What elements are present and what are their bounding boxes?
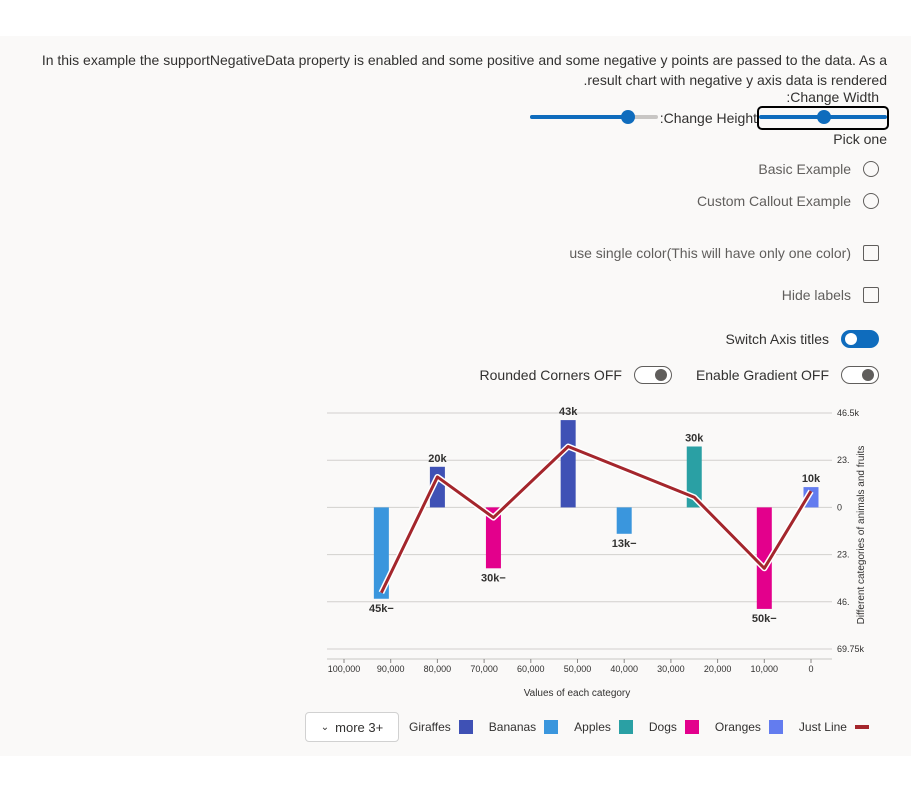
- legend-label: Bananas: [488, 720, 537, 734]
- legend-swatch: [684, 720, 699, 734]
- slider-fill: [529, 115, 628, 119]
- legend-swatch: [768, 720, 783, 734]
- legend-more-label: more 3+: [335, 719, 384, 735]
- legend-swatch: [458, 720, 473, 734]
- legend-label: Dogs: [648, 720, 677, 734]
- legend-item-apples[interactable]: Apples: [574, 720, 633, 734]
- legend-label: Oranges: [714, 720, 761, 734]
- legend: ⌄ more 3+ Giraffes Bananas Apples Dogs O…: [305, 712, 869, 742]
- radio-basic-button[interactable]: [863, 161, 879, 177]
- change-height-label: :Change Height: [659, 110, 757, 126]
- description-line-2: .result chart with negative y axis data …: [583, 72, 888, 88]
- rounded-gradient-row: Rounded Corners OFF Enable Gradient OFF: [480, 366, 879, 384]
- description: In this example the supportNegativeData …: [27, 50, 887, 90]
- legend-swatch: [618, 720, 633, 734]
- legend-more-button[interactable]: ⌄ more 3+: [305, 712, 399, 742]
- single-color-label[interactable]: use single color(This will have only one…: [569, 245, 851, 261]
- legend-item-bananas[interactable]: Bananas: [488, 720, 559, 734]
- legend-swatch: [544, 720, 559, 734]
- description-line-1: In this example the supportNegativeData …: [41, 52, 887, 68]
- radio-basic-label[interactable]: Basic Example: [758, 161, 851, 177]
- change-height-slider[interactable]: [529, 108, 658, 128]
- switch-axis-label[interactable]: Switch Axis titles: [725, 331, 829, 347]
- change-width-slider[interactable]: [757, 106, 889, 130]
- rounded-corners-toggle[interactable]: [633, 366, 672, 384]
- enable-gradient-toggle[interactable]: [841, 366, 879, 384]
- switch-axis-toggle[interactable]: [841, 330, 879, 348]
- radio-custom-label[interactable]: Custom Callout Example: [696, 193, 851, 209]
- toggle-knob: [862, 369, 874, 381]
- change-width-label: :Change Width: [786, 89, 879, 105]
- pick-one-label: Pick one: [833, 131, 887, 147]
- radio-custom-button[interactable]: [863, 193, 879, 209]
- enable-gradient-label[interactable]: Enable Gradient OFF: [695, 367, 829, 383]
- radio-custom-row[interactable]: Custom Callout Example: [697, 193, 879, 209]
- sliders-row: :Change Height: [529, 106, 889, 130]
- single-color-checkbox[interactable]: [863, 245, 879, 261]
- chevron-down-icon: ⌄: [320, 721, 330, 733]
- legend-item-just-line[interactable]: Just Line: [799, 720, 869, 734]
- legend-item-giraffes[interactable]: Giraffes: [409, 720, 473, 734]
- legend-label: Apples: [574, 720, 611, 734]
- toggle-knob: [654, 369, 667, 381]
- single-color-row[interactable]: use single color(This will have only one…: [569, 245, 879, 261]
- legend-line-swatch: [854, 725, 869, 729]
- switch-axis-row[interactable]: Switch Axis titles: [726, 330, 879, 348]
- radio-basic-row[interactable]: Basic Example: [758, 161, 879, 177]
- rounded-corners-label[interactable]: Rounded Corners OFF: [479, 367, 622, 383]
- legend-item-oranges[interactable]: Oranges: [715, 720, 783, 734]
- legend-label: Just Line: [798, 720, 847, 734]
- legend-item-dogs[interactable]: Dogs: [649, 720, 699, 734]
- hide-labels-label[interactable]: Hide labels: [781, 287, 851, 303]
- slider-thumb[interactable]: [620, 110, 635, 124]
- legend-label: Giraffes: [409, 720, 451, 734]
- example-panel: [0, 36, 911, 756]
- pick-one-row: Pick one: [833, 131, 887, 147]
- hide-labels-row[interactable]: Hide labels: [782, 287, 879, 303]
- change-width-row: :Change Width: [786, 89, 879, 105]
- hide-labels-checkbox[interactable]: [863, 287, 879, 303]
- toggle-knob: [845, 333, 857, 345]
- slider-thumb[interactable]: [817, 110, 831, 124]
